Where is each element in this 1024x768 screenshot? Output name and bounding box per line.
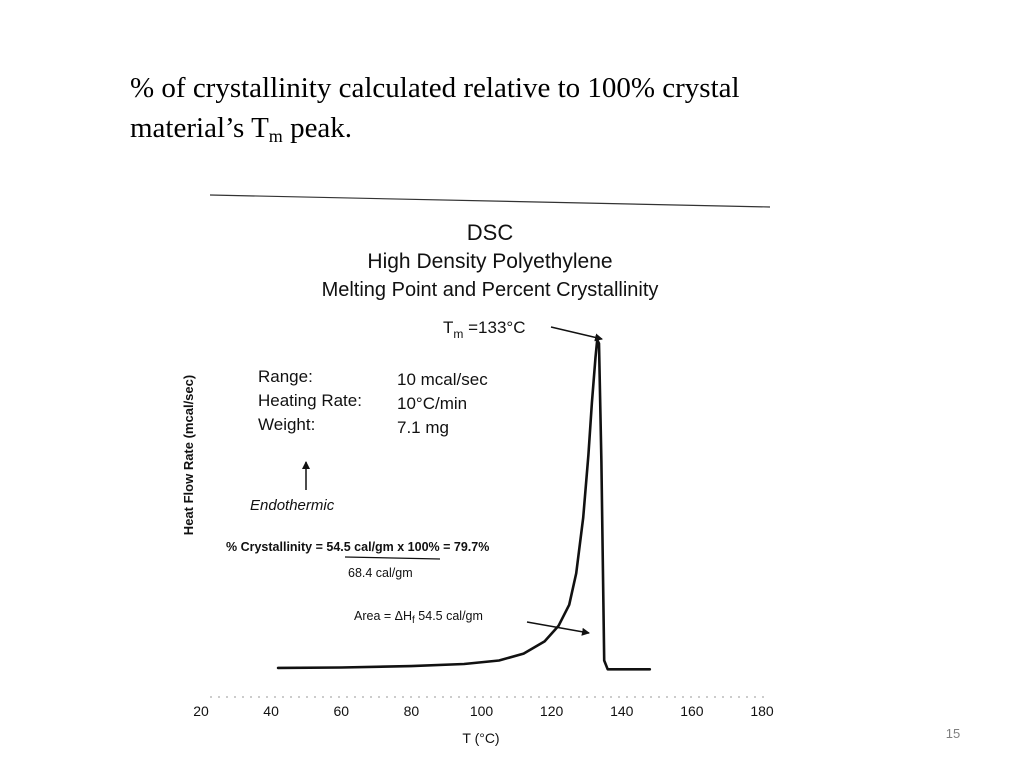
x-tick-label: 120 bbox=[540, 703, 564, 719]
dsc-heat-flow-curve bbox=[276, 338, 652, 671]
slide-title: % of crystallinity calculated relative t… bbox=[130, 68, 890, 148]
tm-annotation-label: Tm =133°C bbox=[443, 318, 525, 341]
y-axis-label: Heat Flow Rate (mcal/sec) bbox=[181, 375, 196, 535]
param-value-range: 10 mcal/sec bbox=[397, 370, 488, 389]
area-label-subscript: f bbox=[412, 615, 415, 626]
area-label-prefix: Area = ΔH bbox=[354, 609, 412, 623]
tm-arrow bbox=[550, 326, 603, 342]
area-label-value: 54.5 cal/gm bbox=[415, 609, 483, 623]
x-tick-label: 160 bbox=[680, 703, 704, 719]
x-axis-label: T (°C) bbox=[462, 730, 499, 746]
x-axis-ticks: 20 40 60 80 100 120 140 160 180 bbox=[193, 703, 774, 719]
slide-number: 15 bbox=[945, 726, 961, 741]
area-annotation-label: Area = ΔHf 54.5 cal/gm bbox=[354, 609, 483, 626]
figure-top-border bbox=[209, 194, 771, 208]
param-label-heating-rate: Heating Rate: bbox=[258, 391, 362, 410]
param-value-heating-rate: 10°C/min bbox=[397, 394, 467, 413]
chart-title-line-3: Melting Point and Percent Crystallinity bbox=[322, 279, 659, 301]
x-tick-label: 40 bbox=[263, 703, 279, 719]
crystallinity-formula-line-1: % Crystallinity = 54.5 cal/gm x 100% = 7… bbox=[226, 540, 489, 554]
param-value-weight: 7.1 mg bbox=[397, 418, 449, 437]
x-tick-label: 180 bbox=[750, 703, 774, 719]
tm-label-main: T bbox=[443, 318, 453, 337]
x-tick-label: 20 bbox=[193, 703, 209, 719]
crystallinity-formula-line-2: 68.4 cal/gm bbox=[348, 566, 413, 580]
x-tick-label: 60 bbox=[334, 703, 350, 719]
title-line-2-suffix: peak. bbox=[282, 112, 353, 144]
param-label-weight: Weight: bbox=[258, 415, 315, 434]
x-tick-label: 140 bbox=[610, 703, 634, 719]
title-line-1: % of crystallinity calculated relative t… bbox=[130, 72, 740, 104]
title-line-2-subscript: m bbox=[268, 126, 283, 146]
title-line-2: material’s Tm peak. bbox=[130, 108, 890, 148]
param-label-range: Range: bbox=[258, 367, 313, 386]
x-tick-label: 100 bbox=[470, 703, 494, 719]
endothermic-label: Endothermic bbox=[250, 497, 335, 514]
chart-title-line-1: DSC bbox=[467, 220, 514, 245]
x-tick-label: 80 bbox=[404, 703, 420, 719]
title-line-2-prefix: material’s T bbox=[130, 112, 269, 144]
chart-title-line-2: High Density Polyethylene bbox=[367, 250, 612, 273]
tm-label-value: =133°C bbox=[463, 318, 525, 337]
tm-label-subscript: m bbox=[453, 327, 463, 341]
crystallinity-fraction-bar bbox=[344, 556, 441, 560]
